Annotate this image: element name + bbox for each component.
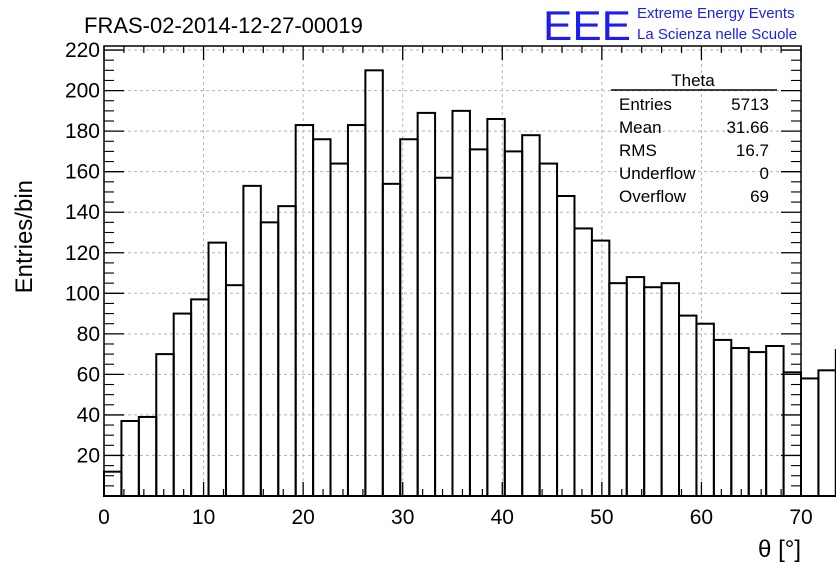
stats-value: 31.66: [726, 118, 769, 137]
y-tick-label: 180: [65, 120, 100, 143]
histogram-bar: [695, 322, 715, 497]
histogram-bar: [643, 286, 663, 497]
y-tick-labels: 20 40 60 80 100 120 140 160 180 200 220: [65, 39, 100, 467]
stats-title: Theta: [671, 71, 715, 90]
y-tick-label: 200: [65, 80, 100, 103]
stats-label: RMS: [619, 141, 657, 160]
histogram-bar: [590, 239, 611, 497]
x-tick-labels: 0 10 20 30 40 50 60 70: [98, 506, 813, 529]
chart-title: FRAS-02-2014-12-27-00019: [84, 13, 363, 38]
histogram-bar: [660, 282, 681, 498]
histogram-bar: [434, 176, 454, 498]
histogram-bar: [346, 124, 367, 498]
histogram-bar: [538, 162, 559, 497]
stats-box: Theta Entries 5713 Mean 31.66 RMS 16.7 Underfl…: [611, 71, 777, 206]
y-tick-label: 120: [65, 242, 100, 265]
y-tick-label: 220: [65, 39, 100, 62]
y-tick-label: 80: [77, 323, 100, 346]
histogram-bar: [608, 282, 628, 498]
x-tick-label: 20: [291, 506, 314, 529]
histogram-bar: [765, 345, 785, 497]
histogram-bar: [416, 111, 437, 497]
histogram-bar: [503, 150, 524, 498]
histogram-bar: [782, 371, 803, 497]
x-tick-label: 50: [590, 506, 613, 529]
x-axis-label: θ [°]: [758, 536, 801, 563]
histogram-bar: [747, 351, 768, 497]
histogram-bar: [468, 148, 489, 497]
histogram-bar: [521, 134, 541, 498]
histogram-bar: [573, 227, 593, 497]
eee-logo-mark: EEE: [543, 2, 631, 49]
y-tick-label: 160: [65, 161, 100, 184]
logo-line-2: La Scienza nelle Scuole: [637, 26, 797, 43]
histogram-bar: [277, 205, 297, 497]
eee-logo: EEE Extreme Energy Events La Scienza nel…: [543, 2, 797, 49]
stats-label: Underflow: [619, 164, 696, 183]
stats-value: 69: [750, 187, 769, 206]
histogram-bar: [224, 284, 245, 497]
y-tick-label: 60: [77, 363, 100, 386]
stats-label: Overflow: [619, 187, 687, 206]
stats-label: Entries: [619, 95, 672, 114]
x-tick-label: 0: [98, 506, 110, 529]
logo-line-1: Extreme Energy Events: [637, 5, 795, 22]
histogram-bar: [155, 353, 175, 497]
histogram-bar: [678, 314, 698, 498]
histogram-bar: [207, 241, 227, 497]
y-tick-label: 40: [77, 404, 100, 427]
histogram-bar: [364, 69, 384, 498]
x-tick-label: 70: [789, 506, 812, 529]
stats-label: Mean: [619, 118, 662, 137]
histogram-bar: [312, 138, 332, 497]
histogram-bar: [294, 124, 315, 498]
y-axis-label: Entries/bin: [11, 180, 38, 293]
histogram-bar: [817, 369, 836, 497]
histogram-bar: [451, 109, 471, 497]
x-tick-label: 10: [192, 506, 215, 529]
histogram-bar: [712, 338, 733, 497]
plot-frame: [103, 45, 802, 497]
histogram-bar: [120, 420, 140, 497]
histogram-bar: [259, 221, 280, 497]
stats-rows: Entries 5713 Mean 31.66 RMS 16.7 Underflow 0 Ove…: [619, 95, 769, 206]
y-tick-label: 20: [77, 444, 100, 467]
histogram-bar: [730, 347, 750, 498]
histogram-bar: [486, 117, 506, 498]
axis-ticks: [103, 46, 802, 496]
histogram-bar: [381, 182, 402, 498]
histogram-bar: [800, 377, 820, 497]
histogram-bar: [137, 415, 158, 498]
histogram-bar: [556, 195, 576, 497]
stats-value: 0: [760, 164, 769, 183]
x-tick-label: 30: [391, 506, 414, 529]
histogram-bar: [190, 298, 210, 498]
y-tick-label: 100: [65, 282, 100, 305]
stats-value: 5713: [731, 95, 769, 114]
histogram-bar: [625, 276, 646, 497]
histogram-bar: [329, 162, 349, 497]
x-tick-label: 40: [491, 506, 514, 529]
stats-value: 16.7: [736, 141, 769, 160]
x-tick-label: 60: [690, 506, 713, 529]
histogram-bar: [242, 184, 262, 497]
y-tick-label: 140: [65, 201, 100, 224]
histogram-bar: [172, 312, 193, 497]
